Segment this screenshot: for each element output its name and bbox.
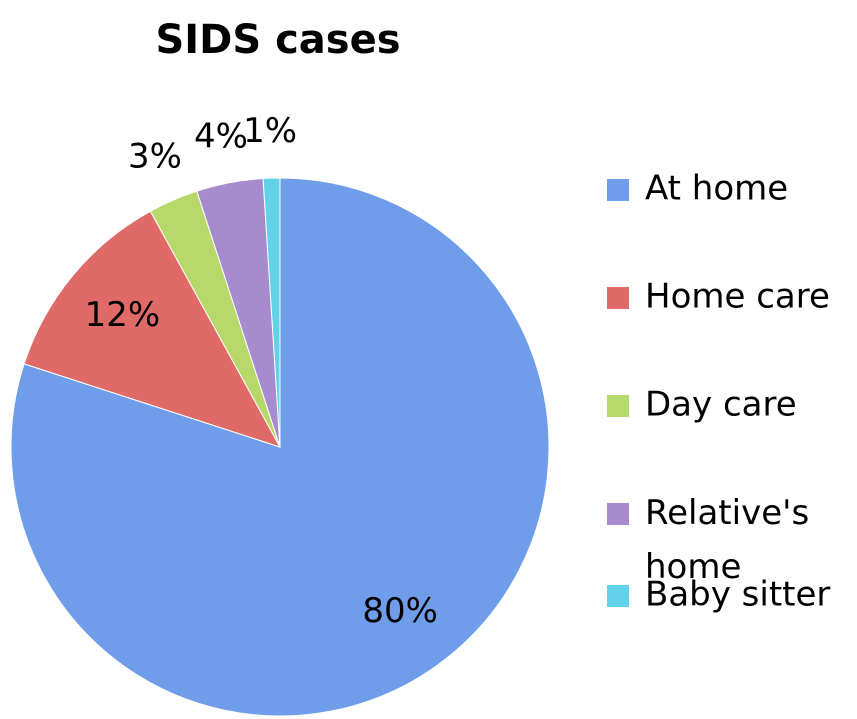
- pie-slice: [23, 210, 282, 448]
- legend-label: Relative's home: [645, 493, 809, 587]
- legend-label-line: home: [645, 547, 741, 587]
- legend-label-line: Relative's: [645, 493, 809, 533]
- legend-swatch: [607, 179, 629, 201]
- data-label: 80%: [362, 591, 438, 631]
- legend-label: At home: [645, 169, 788, 209]
- legend-label: Home care: [645, 277, 830, 317]
- legend-swatch: [607, 585, 629, 607]
- data-label: 1%: [243, 111, 297, 151]
- data-label: 12%: [85, 295, 161, 335]
- data-label: 4%: [194, 116, 248, 156]
- pie-slice: [262, 177, 281, 448]
- legend-swatch: [607, 395, 629, 417]
- legend-label: Baby sitter: [645, 575, 830, 615]
- legend-label: Day care: [645, 385, 797, 425]
- legend-swatch: [607, 287, 629, 309]
- legend-swatch: [607, 503, 629, 525]
- chart-title: SIDS cases: [155, 17, 400, 63]
- data-label: 3%: [128, 137, 182, 177]
